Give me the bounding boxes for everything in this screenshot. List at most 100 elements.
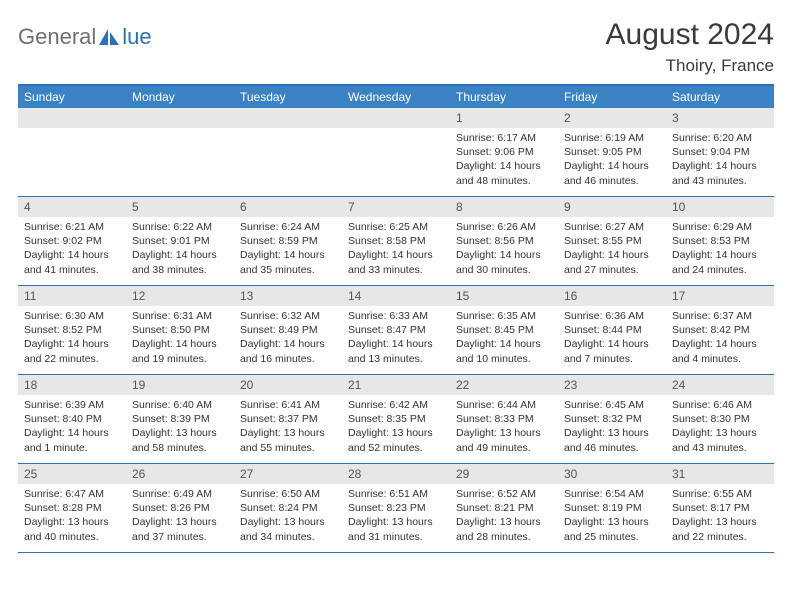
day-cell: 18Sunrise: 6:39 AMSunset: 8:40 PMDayligh…	[18, 375, 126, 463]
day-cell: 13Sunrise: 6:32 AMSunset: 8:49 PMDayligh…	[234, 286, 342, 374]
day-cell: 28Sunrise: 6:51 AMSunset: 8:23 PMDayligh…	[342, 464, 450, 552]
sunset-line: Sunset: 9:02 PM	[24, 234, 120, 248]
daylight-line: Daylight: 14 hours and 19 minutes.	[132, 337, 228, 365]
sunrise-line: Sunrise: 6:54 AM	[564, 487, 660, 501]
day-details: Sunrise: 6:44 AMSunset: 8:33 PMDaylight:…	[450, 395, 558, 460]
sunset-line: Sunset: 8:24 PM	[240, 501, 336, 515]
day-details: Sunrise: 6:25 AMSunset: 8:58 PMDaylight:…	[342, 217, 450, 282]
day-number: 28	[342, 464, 450, 484]
sunrise-line: Sunrise: 6:30 AM	[24, 309, 120, 323]
calendar: SundayMondayTuesdayWednesdayThursdayFrid…	[18, 84, 774, 553]
day-number: 3	[666, 108, 774, 128]
weekday-label: Thursday	[450, 86, 558, 108]
day-details: Sunrise: 6:36 AMSunset: 8:44 PMDaylight:…	[558, 306, 666, 371]
weekday-label: Saturday	[666, 86, 774, 108]
calendar-week: 18Sunrise: 6:39 AMSunset: 8:40 PMDayligh…	[18, 375, 774, 464]
sunset-line: Sunset: 8:35 PM	[348, 412, 444, 426]
day-number: 6	[234, 197, 342, 217]
sunset-line: Sunset: 8:32 PM	[564, 412, 660, 426]
daylight-line: Daylight: 14 hours and 1 minute.	[24, 426, 120, 454]
sunrise-line: Sunrise: 6:25 AM	[348, 220, 444, 234]
daylight-line: Daylight: 13 hours and 55 minutes.	[240, 426, 336, 454]
sunrise-line: Sunrise: 6:52 AM	[456, 487, 552, 501]
sunset-line: Sunset: 8:17 PM	[672, 501, 768, 515]
day-cell: 3 Sunrise: 6:20 AMSunset: 9:04 PMDaylight…	[666, 108, 774, 196]
day-details: Sunrise: 6:46 AMSunset: 8:30 PMDaylight:…	[666, 395, 774, 460]
day-cell: 11Sunrise: 6:30 AMSunset: 8:52 PMDayligh…	[18, 286, 126, 374]
sunrise-line: Sunrise: 6:47 AM	[24, 487, 120, 501]
sunrise-line: Sunrise: 6:17 AM	[456, 131, 552, 145]
sunset-line: Sunset: 8:56 PM	[456, 234, 552, 248]
day-cell: 2Sunrise: 6:19 AMSunset: 9:05 PMDaylight…	[558, 108, 666, 196]
day-number: 27	[234, 464, 342, 484]
empty-daynum-strip	[18, 108, 126, 128]
sunrise-line: Sunrise: 6:50 AM	[240, 487, 336, 501]
daylight-line: Daylight: 13 hours and 37 minutes.	[132, 515, 228, 543]
daylight-line: Daylight: 14 hours and 24 minutes.	[672, 248, 768, 276]
day-details: Sunrise: 6:42 AMSunset: 8:35 PMDaylight:…	[342, 395, 450, 460]
daylight-line: Daylight: 14 hours and 27 minutes.	[564, 248, 660, 276]
sunset-line: Sunset: 8:44 PM	[564, 323, 660, 337]
day-details: Sunrise: 6:47 AMSunset: 8:28 PMDaylight:…	[18, 484, 126, 549]
day-number: 9	[558, 197, 666, 217]
day-number: 17	[666, 286, 774, 306]
sunrise-line: Sunrise: 6:21 AM	[24, 220, 120, 234]
calendar-body: 1Sunrise: 6:17 AMSunset: 9:06 PMDaylight…	[18, 108, 774, 553]
sunset-line: Sunset: 9:04 PM	[672, 145, 768, 159]
sunrise-line: Sunrise: 6:55 AM	[672, 487, 768, 501]
logo: General lue	[18, 18, 152, 50]
day-number: 7	[342, 197, 450, 217]
day-number: 25	[18, 464, 126, 484]
day-cell: 23 Sunrise: 6:45 AMSunset: 8:32 PMDayligh…	[558, 375, 666, 463]
weekday-label: Monday	[126, 86, 234, 108]
day-number: 23	[558, 375, 666, 395]
sunrise-line: Sunrise: 6:45 AM	[564, 398, 660, 412]
empty-daynum-strip	[126, 108, 234, 128]
sunset-line: Sunset: 9:01 PM	[132, 234, 228, 248]
day-cell: 30Sunrise: 6:54 AMSunset: 8:19 PMDayligh…	[558, 464, 666, 552]
day-details: Sunrise: 6:40 AMSunset: 8:39 PMDaylight:…	[126, 395, 234, 460]
sunrise-line: Sunrise: 6:22 AM	[132, 220, 228, 234]
weekday-label: Wednesday	[342, 86, 450, 108]
day-number: 31	[666, 464, 774, 484]
sunset-line: Sunset: 8:19 PM	[564, 501, 660, 515]
day-number: 14	[342, 286, 450, 306]
daylight-line: Daylight: 14 hours and 33 minutes.	[348, 248, 444, 276]
day-cell: 22Sunrise: 6:44 AMSunset: 8:33 PMDayligh…	[450, 375, 558, 463]
daylight-line: Daylight: 14 hours and 30 minutes.	[456, 248, 552, 276]
sunrise-line: Sunrise: 6:35 AM	[456, 309, 552, 323]
day-number: 5	[126, 197, 234, 217]
calendar-week: 1Sunrise: 6:17 AMSunset: 9:06 PMDaylight…	[18, 108, 774, 197]
daylight-line: Daylight: 13 hours and 25 minutes.	[564, 515, 660, 543]
day-details: Sunrise: 6:39 AMSunset: 8:40 PMDaylight:…	[18, 395, 126, 460]
daylight-line: Daylight: 14 hours and 43 minutes.	[672, 159, 768, 187]
day-details: Sunrise: 6:41 AMSunset: 8:37 PMDaylight:…	[234, 395, 342, 460]
weekday-row: SundayMondayTuesdayWednesdayThursdayFrid…	[18, 86, 774, 108]
empty-daynum-strip	[342, 108, 450, 128]
sunrise-line: Sunrise: 6:51 AM	[348, 487, 444, 501]
sunset-line: Sunset: 8:37 PM	[240, 412, 336, 426]
day-cell: 10Sunrise: 6:29 AMSunset: 8:53 PMDayligh…	[666, 197, 774, 285]
sunrise-line: Sunrise: 6:20 AM	[672, 131, 768, 145]
day-cell: 5Sunrise: 6:22 AMSunset: 9:01 PMDaylight…	[126, 197, 234, 285]
day-details: Sunrise: 6:26 AMSunset: 8:56 PMDaylight:…	[450, 217, 558, 282]
day-cell: 20Sunrise: 6:41 AMSunset: 8:37 PMDayligh…	[234, 375, 342, 463]
daylight-line: Daylight: 14 hours and 22 minutes.	[24, 337, 120, 365]
sunset-line: Sunset: 8:30 PM	[672, 412, 768, 426]
day-cell	[342, 108, 450, 196]
daylight-line: Daylight: 13 hours and 40 minutes.	[24, 515, 120, 543]
sunset-line: Sunset: 8:58 PM	[348, 234, 444, 248]
daylight-line: Daylight: 13 hours and 22 minutes.	[672, 515, 768, 543]
daylight-line: Daylight: 13 hours and 43 minutes.	[672, 426, 768, 454]
day-cell: 29Sunrise: 6:52 AMSunset: 8:21 PMDayligh…	[450, 464, 558, 552]
day-details: Sunrise: 6:30 AMSunset: 8:52 PMDaylight:…	[18, 306, 126, 371]
day-details: Sunrise: 6:55 AMSunset: 8:17 PMDaylight:…	[666, 484, 774, 549]
day-cell: 31Sunrise: 6:55 AMSunset: 8:17 PMDayligh…	[666, 464, 774, 552]
daylight-line: Daylight: 13 hours and 46 minutes.	[564, 426, 660, 454]
day-cell: 26Sunrise: 6:49 AMSunset: 8:26 PMDayligh…	[126, 464, 234, 552]
daylight-line: Daylight: 14 hours and 48 minutes.	[456, 159, 552, 187]
sunset-line: Sunset: 8:39 PM	[132, 412, 228, 426]
day-cell: 27Sunrise: 6:50 AMSunset: 8:24 PMDayligh…	[234, 464, 342, 552]
day-number: 4	[18, 197, 126, 217]
daylight-line: Daylight: 13 hours and 31 minutes.	[348, 515, 444, 543]
